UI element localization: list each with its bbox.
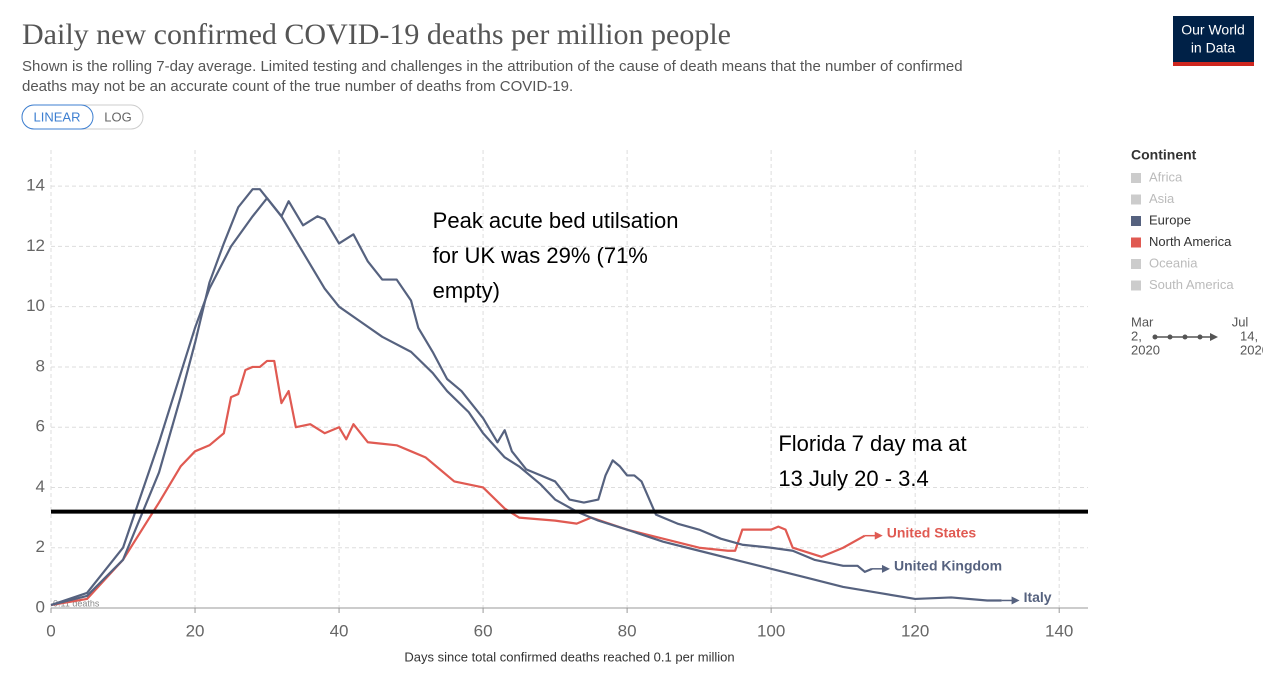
linear-button[interactable] xyxy=(21,104,94,130)
annotation: Florida 7 day ma at xyxy=(778,431,966,456)
date-dot xyxy=(1152,334,1158,340)
date-start: Mar xyxy=(1131,314,1154,329)
annotation: for UK was 29% (71% xyxy=(433,243,648,268)
series-arrow xyxy=(1011,596,1020,605)
subtitle: deaths may not be an accurate count of t… xyxy=(22,78,573,95)
legend-swatch[interactable] xyxy=(1131,237,1141,248)
x-tick-label: 40 xyxy=(330,621,349,640)
y-tick-label: 14 xyxy=(26,176,45,195)
legend-swatch[interactable] xyxy=(1131,259,1141,269)
legend-label[interactable]: South America xyxy=(1149,277,1234,292)
x-tick-label: 140 xyxy=(1045,621,1073,640)
date-start: 2020 xyxy=(1131,342,1160,357)
series-line xyxy=(50,359,866,607)
date-start: 2, xyxy=(1131,328,1142,343)
date-dot xyxy=(1182,334,1188,340)
x-tick-label: 120 xyxy=(901,621,929,640)
legend-swatch[interactable] xyxy=(1131,280,1141,291)
series-arrow xyxy=(881,564,890,573)
legend-swatch[interactable] xyxy=(1131,216,1141,226)
y-tick-label: 6 xyxy=(36,417,45,436)
y-tick-label: 10 xyxy=(26,296,45,315)
series-label: United Kingdom xyxy=(894,558,1002,574)
y-tick-label: 0 xyxy=(36,597,45,616)
origin-note: 0.11 deaths xyxy=(53,598,100,608)
x-tick-label: 80 xyxy=(618,621,637,640)
date-end: Jul xyxy=(1232,314,1249,329)
legend-label[interactable]: Africa xyxy=(1149,169,1183,184)
date-dot xyxy=(1197,334,1203,340)
legend-label[interactable]: North America xyxy=(1149,234,1232,249)
subtitle: Shown is the rolling 7-day average. Limi… xyxy=(22,58,963,75)
legend-label[interactable]: Asia xyxy=(1149,191,1175,206)
chart-title: Daily new confirmed COVID-19 deaths per … xyxy=(22,18,731,51)
date-arrow xyxy=(1210,333,1218,341)
y-tick-label: 12 xyxy=(26,236,45,255)
y-tick-label: 2 xyxy=(36,537,45,556)
x-tick-label: 0 xyxy=(46,621,55,640)
date-dot xyxy=(1167,334,1173,340)
annotation: Peak acute bed utilsation xyxy=(433,208,679,233)
series-line xyxy=(50,188,873,607)
logo xyxy=(1173,16,1254,66)
series-label: United States xyxy=(887,524,977,540)
x-tick-label: 20 xyxy=(186,621,205,640)
legend-swatch[interactable] xyxy=(1131,173,1141,183)
date-end: 14, xyxy=(1240,328,1258,343)
legend-swatch[interactable] xyxy=(1131,194,1141,205)
annotation: 13 July 20 - 3.4 xyxy=(778,466,928,491)
log-label[interactable]: LOG xyxy=(104,109,131,124)
date-end: 2020 xyxy=(1240,342,1263,357)
logo-text: in Data xyxy=(1191,40,1236,56)
x-tick-label: 60 xyxy=(474,621,493,640)
series-arrow xyxy=(874,531,883,540)
logo-text: Our World xyxy=(1181,22,1245,38)
legend-label[interactable]: Oceania xyxy=(1149,255,1198,270)
annotation: empty) xyxy=(433,278,500,303)
y-tick-label: 4 xyxy=(36,477,45,496)
legend-title: Continent xyxy=(1131,147,1197,163)
y-tick-label: 8 xyxy=(36,356,45,375)
x-tick-label: 100 xyxy=(757,621,785,640)
series-line xyxy=(50,197,1002,607)
series-label: Italy xyxy=(1024,589,1052,605)
linear-label[interactable]: LINEAR xyxy=(34,109,81,124)
legend-label[interactable]: Europe xyxy=(1149,212,1191,227)
x-axis-label: Days since total confirmed deaths reache… xyxy=(404,649,734,664)
logo-bar xyxy=(1173,62,1254,66)
